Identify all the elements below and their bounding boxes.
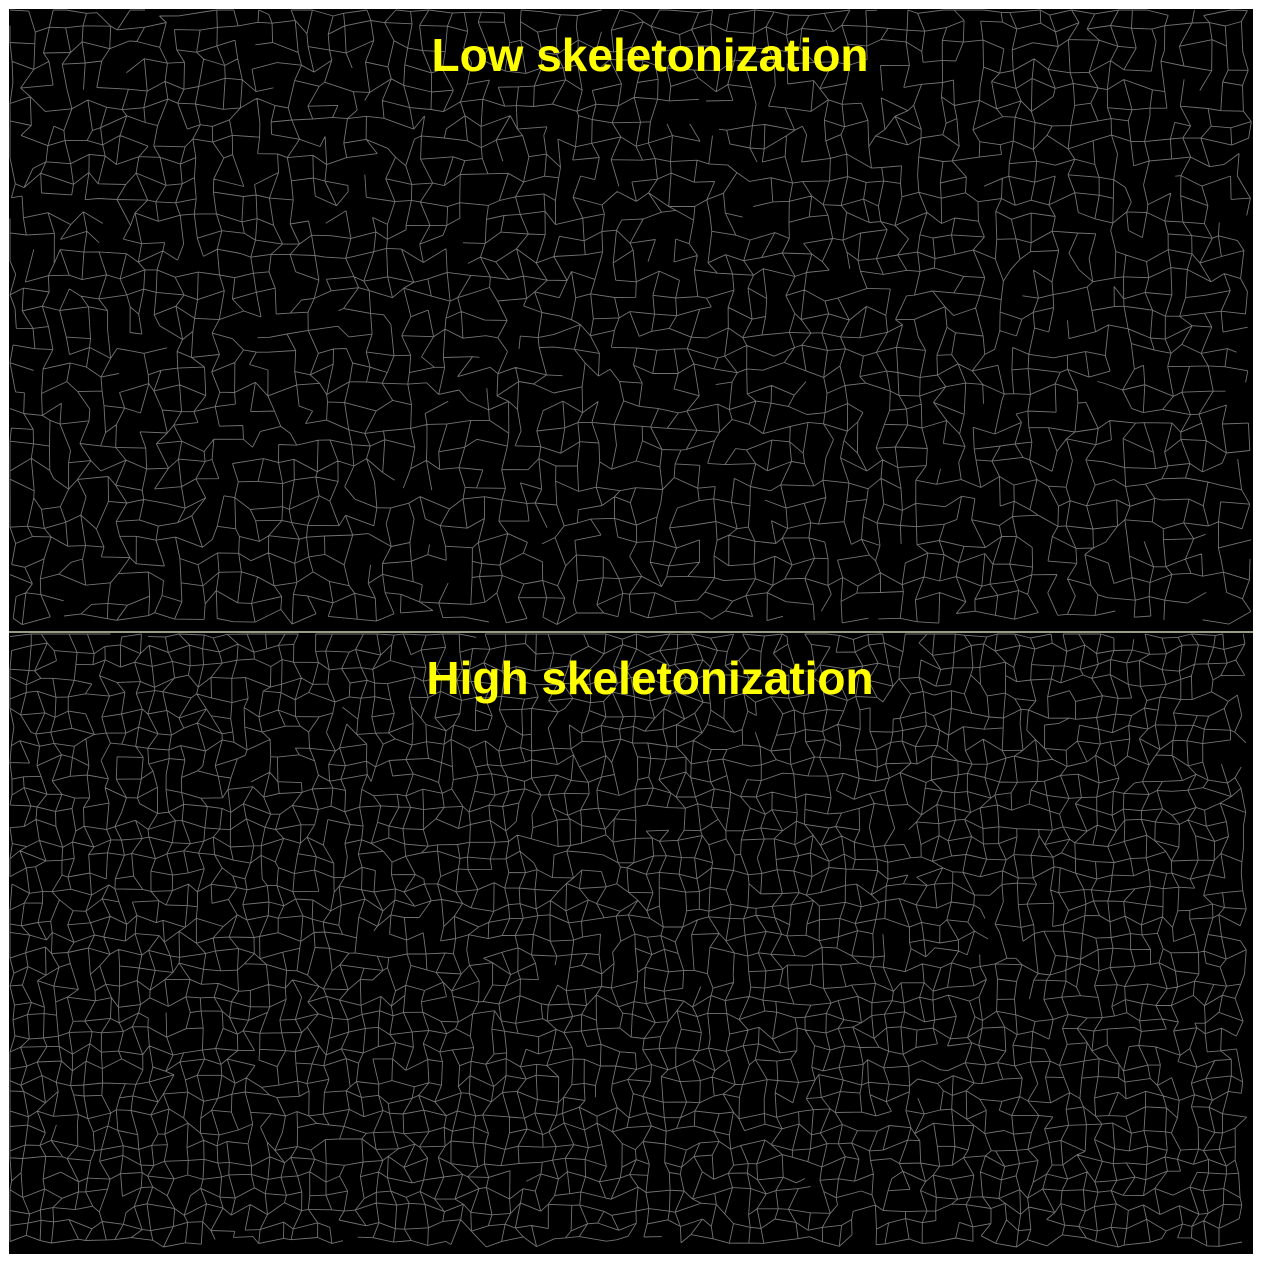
skeleton-network xyxy=(9,633,1248,1248)
panel-top xyxy=(9,9,1253,631)
skeleton-lines xyxy=(9,633,1248,1248)
skeleton-network xyxy=(9,9,1252,626)
panel-bottom xyxy=(9,633,1253,1254)
panel-label: Low skeletonization xyxy=(431,29,868,81)
panel-label: High skeletonization xyxy=(426,652,873,704)
skeleton-lines xyxy=(9,9,1252,626)
